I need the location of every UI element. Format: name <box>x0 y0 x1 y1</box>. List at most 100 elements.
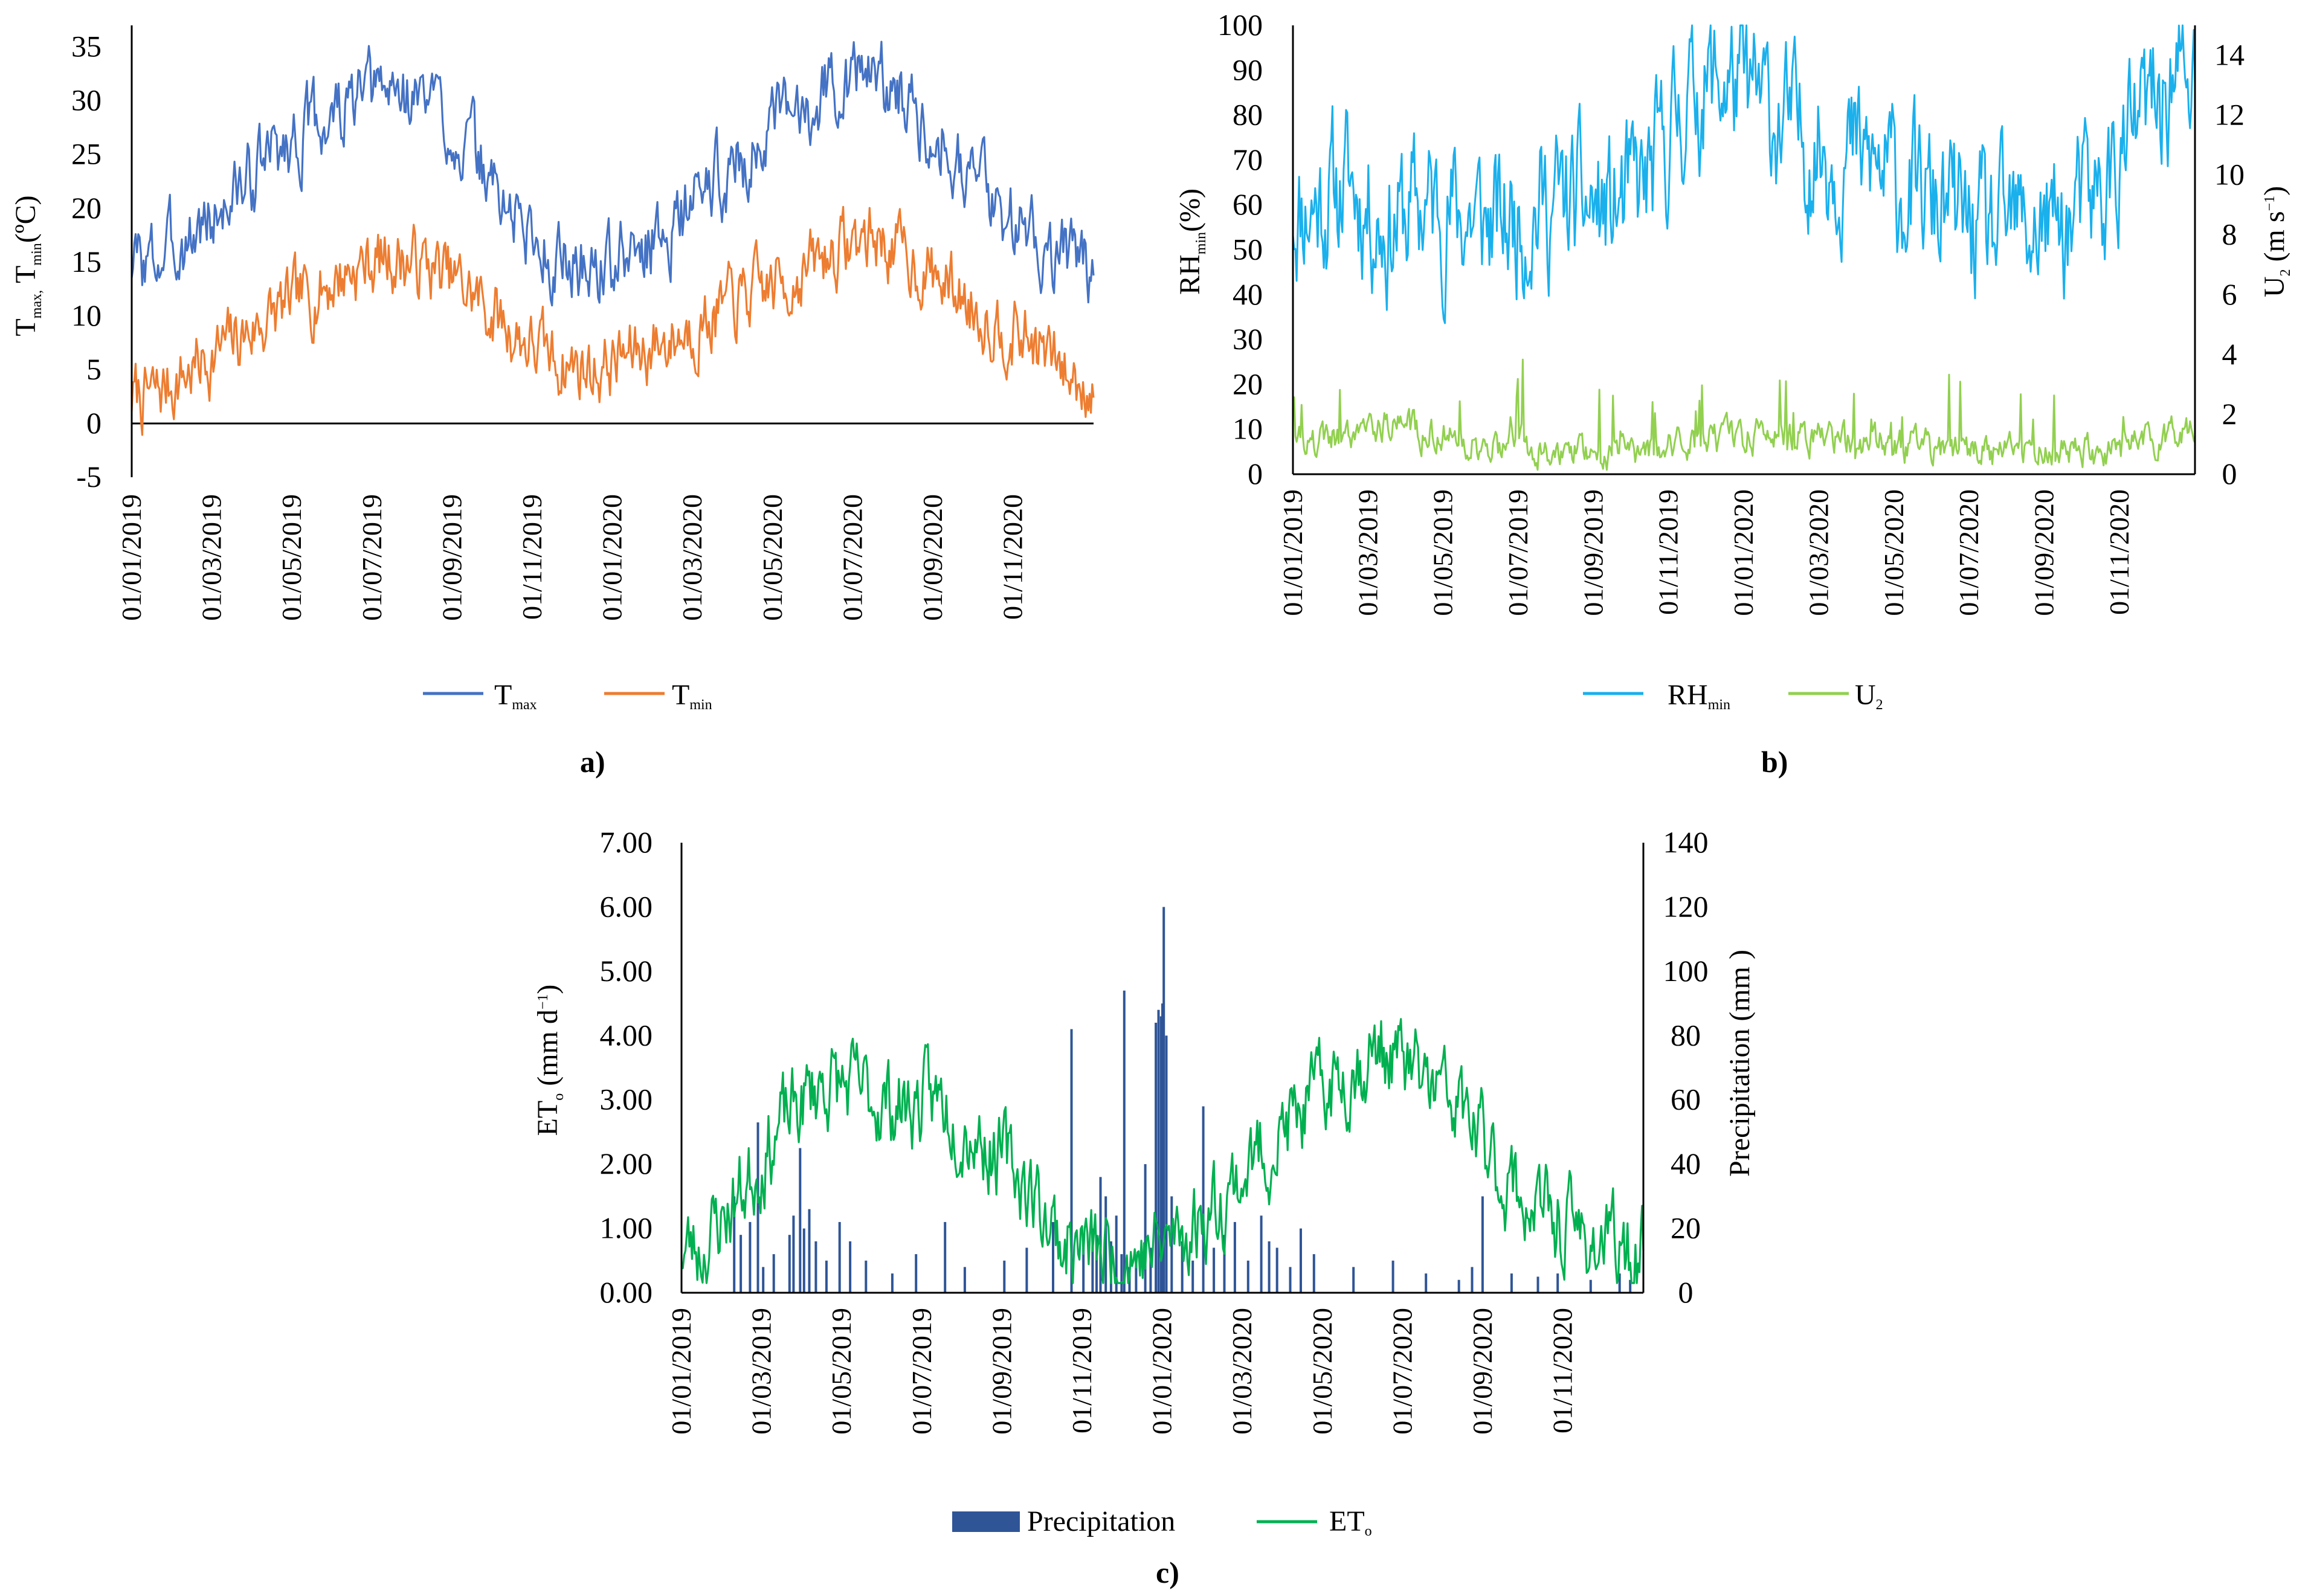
chart-b-left-y-tick: 20 <box>1233 367 1263 401</box>
chart-b-u2-line <box>1292 358 2196 471</box>
chart-a-date-tick: 01/05/2019 <box>276 494 307 621</box>
chart-c-precip-bar <box>1556 1273 1559 1293</box>
chart-b-date-tick: 01/03/2020 <box>1803 489 1834 616</box>
chart-c-precip-bar <box>1070 1029 1073 1293</box>
chart-c-precip-bar <box>749 1221 752 1293</box>
chart-c-date-tick: 01/07/2020 <box>1387 1308 1417 1435</box>
chart-a-y-tick: -5 <box>76 460 102 494</box>
chart-b-date-tick: 01/11/2020 <box>2104 489 2135 615</box>
chart-b-date-tick: 01/09/2020 <box>2028 489 2059 616</box>
chart-a-date-tick: 01/01/2020 <box>597 494 628 621</box>
chart-c-left-y-tick: 1.00 <box>600 1211 653 1245</box>
chart-c-precip-bar <box>1589 1279 1592 1293</box>
chart-b-left-y-tick: 0 <box>1248 457 1263 491</box>
chart-a-y-label: Tmax, Tmin(ºC) <box>10 195 45 336</box>
chart-b-left-y-label: RHmin(%) <box>1174 188 1209 295</box>
chart-c-left-y-tick: 4.00 <box>600 1018 653 1052</box>
chart-c-precip-bar <box>1157 1009 1160 1293</box>
chart-c-precip-bar <box>1312 1254 1315 1293</box>
chart-c-precip-bar <box>1629 1279 1632 1293</box>
chart-b-left-y-tick: 10 <box>1233 412 1263 446</box>
chart-c-right-y-tick: 20 <box>1671 1211 1701 1245</box>
chart-b-left-y-tick: 40 <box>1233 277 1263 311</box>
chart-a-date-tick: 01/09/2019 <box>436 494 467 621</box>
chart-b-date-tick: 01/01/2019 <box>1277 489 1308 616</box>
chart-b-right-y-tick: 4 <box>2222 337 2237 371</box>
legend-b-rhmin-label: RHmin <box>1668 679 1730 713</box>
chart-c-date-tick: 01/09/2019 <box>986 1308 1017 1435</box>
chart-c-precip-bar <box>1095 1235 1098 1293</box>
chart-c-date-tick: 01/11/2019 <box>1066 1308 1097 1434</box>
chart-c-precip-bar <box>1025 1247 1028 1293</box>
chart-c-precip-bar <box>814 1241 817 1293</box>
chart-b-date-tick: 01/05/2019 <box>1428 489 1458 616</box>
chart-b-left-y-tick: 50 <box>1233 233 1263 266</box>
chart-a-date-tick: 01/11/2020 <box>997 494 1028 620</box>
chart-c-precip-bar <box>963 1267 966 1293</box>
chart-b-left-y-tick: 100 <box>1217 8 1263 42</box>
chart-c-precip-bar <box>740 1235 743 1293</box>
chart-c-precip-bar <box>1191 1260 1194 1293</box>
chart-b-right-y-tick: 6 <box>2222 277 2237 311</box>
chart-c-precip-bar <box>1352 1267 1355 1293</box>
chart-c-precip-bar <box>1165 1035 1168 1293</box>
chart-b-right-y-label: U2 (m s−1) <box>2258 186 2293 297</box>
chart-b-rhmin-line <box>1292 24 2196 324</box>
legend-c-precipitation-swatch <box>952 1511 1020 1532</box>
chart-c-precip-bar <box>1181 1241 1184 1293</box>
chart-c-precip-bar <box>1155 1023 1158 1293</box>
chart-a-y-tick: 30 <box>71 83 102 117</box>
chart-c-precip-bar <box>733 1196 736 1293</box>
chart-c-left-y-tick: 5.00 <box>600 954 653 988</box>
chart-a-y-tick: 25 <box>71 137 102 171</box>
legend-c-eto-label: ETo <box>1329 1505 1372 1539</box>
chart-c-precip-bar <box>1159 1016 1162 1293</box>
chart-c-date-tick: 01/05/2019 <box>826 1308 857 1435</box>
chart-a-y-label-sub1: max, <box>29 290 45 318</box>
chart-c-precip-bar <box>1233 1221 1236 1293</box>
chart-c-left-y-tick: 0.00 <box>600 1275 653 1309</box>
chart-a-y-tick: 35 <box>71 30 102 63</box>
chart-a-date-tick: 01/09/2020 <box>917 494 948 621</box>
chart-c-precip-bar <box>1289 1267 1292 1293</box>
chart-c-right-y-tick: 60 <box>1671 1083 1701 1116</box>
chart-c-date-tick: 01/05/2020 <box>1307 1308 1338 1435</box>
chart-c-precip-bar <box>1260 1215 1263 1293</box>
chart-a-tmin-line <box>131 205 1095 436</box>
chart-a-y-tick: 20 <box>71 191 102 225</box>
chart-a-date-tick: 01/05/2020 <box>757 494 788 621</box>
chart-b-date-tick: 01/03/2019 <box>1352 489 1383 616</box>
chart-c-precip-bar <box>1300 1228 1302 1293</box>
chart-c-precip-bar <box>1099 1177 1102 1293</box>
chart-c-panel-label: c) <box>1156 1556 1179 1589</box>
chart-c-precip-bar <box>802 1228 805 1293</box>
chart-a-tmax-line <box>131 40 1095 307</box>
legend-a-tmax-label: Tmax <box>494 679 537 713</box>
chart-b-date-tick: 01/11/2019 <box>1653 489 1684 615</box>
chart-b-right-y-tick: 2 <box>2222 397 2237 431</box>
chart-c-right-y-tick: 140 <box>1663 825 1709 859</box>
chart-c-precip-bar <box>799 1148 802 1293</box>
chart-a-y-tick: 10 <box>71 298 102 332</box>
chart-c-precip-bar <box>1161 1003 1164 1293</box>
chart-a-date-tick: 01/07/2020 <box>837 494 868 621</box>
chart-c-left-y-tick: 7.00 <box>600 825 653 859</box>
chart-c-precip-bar <box>1275 1247 1278 1293</box>
chart-c-precip-bar <box>944 1221 947 1293</box>
chart-b-left-y-tick: 80 <box>1233 98 1263 132</box>
chart-c-precip-bar <box>1223 1235 1226 1293</box>
chart-c-precip-bar <box>1115 1215 1118 1293</box>
chart-c-date-tick: 01/03/2019 <box>746 1308 777 1435</box>
legend-a-tmin-label: Tmin <box>672 679 712 713</box>
chart-c-precip-bar <box>1052 1221 1054 1293</box>
chart-c: 7.00 6.00 5.00 4.00 3.00 2.00 1.00 0.00 140 120 10… <box>532 825 1756 1589</box>
chart-c-precip-bar <box>808 1209 811 1293</box>
chart-c-precip-bar <box>788 1235 791 1293</box>
chart-c-precip-bar <box>756 1122 759 1293</box>
chart-c-precip-bar <box>1425 1273 1428 1293</box>
chart-c-precip-bar <box>1457 1279 1460 1293</box>
chart-a-y-label-sub2: min <box>29 243 45 265</box>
chart-c-precip-bar <box>1123 990 1126 1293</box>
